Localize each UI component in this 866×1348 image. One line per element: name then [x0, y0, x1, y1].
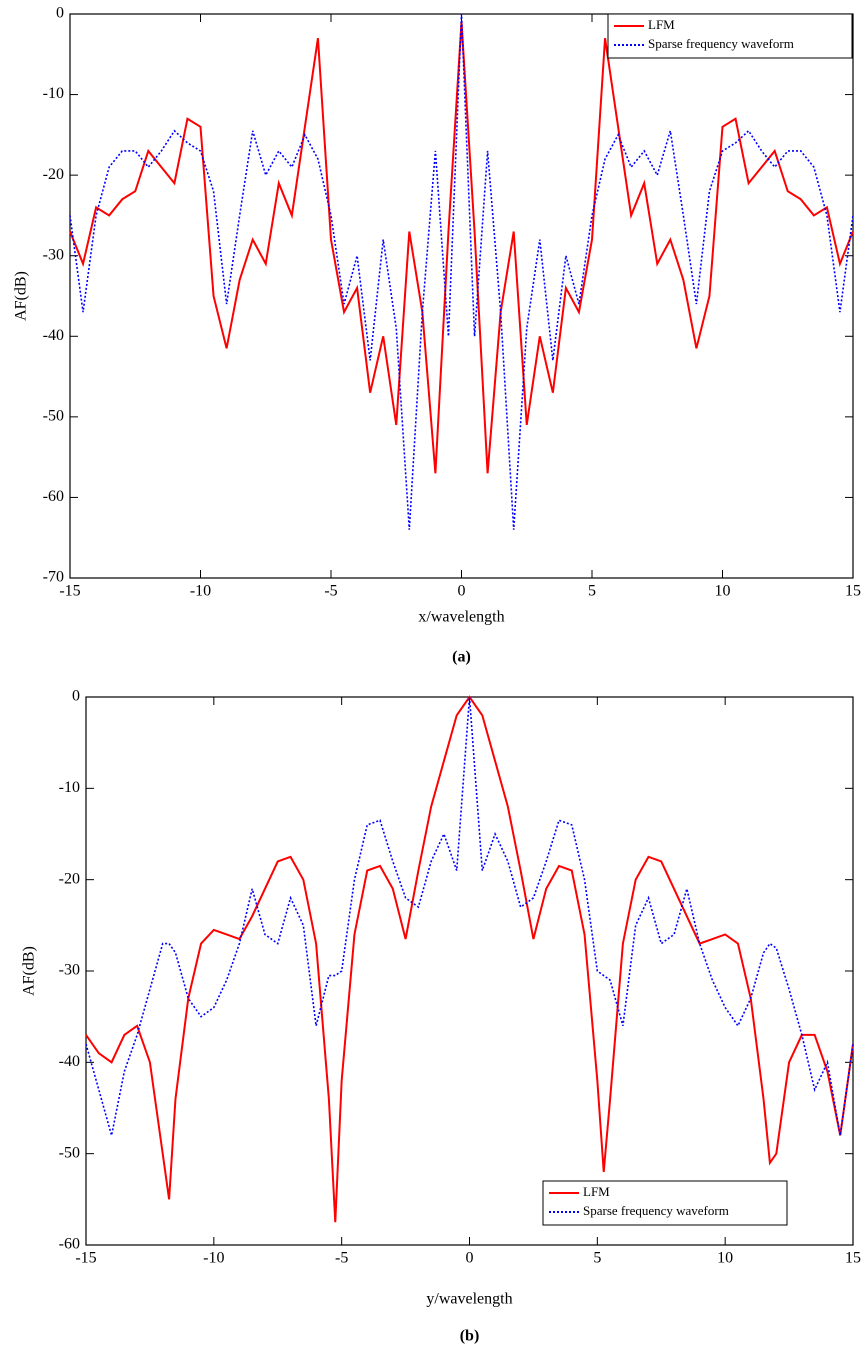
y-tick-label: -10 — [43, 85, 64, 102]
x-tick-label: 5 — [588, 583, 596, 600]
y-tick-label: -30 — [59, 962, 80, 979]
y-tick-label: -10 — [59, 779, 80, 796]
x-tick-label: 10 — [715, 583, 731, 600]
x-tick-label: 10 — [717, 1250, 733, 1267]
y-tick-label: 0 — [56, 5, 64, 22]
y-tick-label: -40 — [43, 327, 64, 344]
series-line — [69, 13, 854, 530]
y-tick-label: 0 — [72, 688, 80, 705]
y-tick-label: -70 — [43, 569, 64, 586]
y-tick-label: -20 — [43, 166, 64, 183]
plot-frame — [69, 13, 854, 579]
series-line — [69, 21, 854, 474]
x-tick-label: -10 — [203, 1250, 224, 1267]
x-tick-label: -5 — [324, 583, 337, 600]
plot-frame — [85, 696, 854, 1246]
y-tick-label: -60 — [43, 488, 64, 505]
series-line — [85, 696, 854, 1136]
y-axis-label: AF(dB) — [21, 946, 38, 996]
x-tick-label: 5 — [593, 1250, 601, 1267]
caption: (b) — [460, 1328, 480, 1345]
x-tick-label: 15 — [845, 1250, 861, 1267]
series-line — [85, 695, 854, 1223]
legend-box — [607, 13, 853, 59]
legend-label: LFM — [648, 17, 675, 32]
y-axis-label: AF(dB) — [13, 271, 30, 321]
y-tick-label: -40 — [59, 1053, 80, 1070]
x-axis-label: y/wavelength — [426, 1291, 512, 1308]
y-tick-label: -30 — [43, 246, 64, 263]
y-tick-label: -50 — [59, 1144, 80, 1161]
legend-label: LFM — [583, 1184, 610, 1199]
x-tick-label: -10 — [190, 583, 211, 600]
y-tick-label: -60 — [59, 1236, 80, 1253]
x-tick-label: 0 — [458, 583, 466, 600]
y-tick-label: -20 — [59, 870, 80, 887]
x-tick-label: 0 — [466, 1250, 474, 1267]
x-tick-label: -15 — [75, 1250, 96, 1267]
legend-label: Sparse frequency waveform — [583, 1203, 729, 1218]
caption: (a) — [452, 649, 471, 666]
legend-label: Sparse frequency waveform — [648, 36, 794, 51]
y-tick-label: -50 — [43, 408, 64, 425]
x-tick-label: 15 — [845, 583, 861, 600]
x-tick-label: -15 — [59, 583, 80, 600]
x-axis-label: x/wavelength — [418, 609, 504, 626]
legend-box — [542, 1180, 788, 1226]
x-tick-label: -5 — [335, 1250, 348, 1267]
